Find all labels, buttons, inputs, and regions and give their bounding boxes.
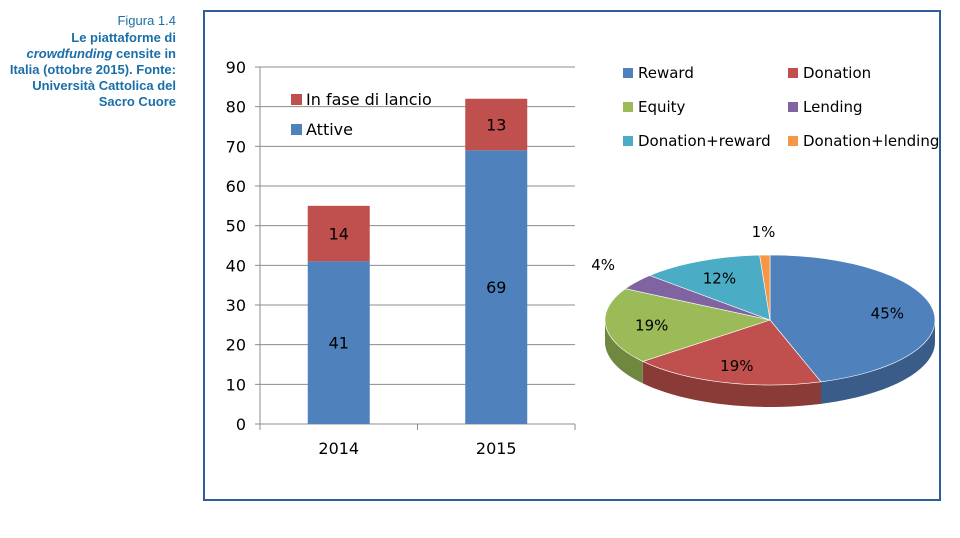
legend-swatch bbox=[788, 68, 798, 78]
pie-label-equity: 19% bbox=[635, 316, 668, 334]
legend-label: Donation+reward bbox=[638, 132, 771, 150]
bar-in-fase-di-lancio-2015 bbox=[465, 98, 528, 151]
y-tick-label: 20 bbox=[226, 336, 246, 355]
legend-swatch bbox=[623, 102, 633, 112]
pie-slice-equity bbox=[604, 288, 772, 362]
legend-swatch bbox=[788, 136, 798, 146]
pie-label-donation-lending: 1% bbox=[752, 223, 776, 241]
y-tick-label: 90 bbox=[226, 58, 246, 77]
bar-value-label: 14 bbox=[329, 225, 349, 244]
bar-attive-2015 bbox=[465, 150, 528, 425]
legend-swatch bbox=[291, 94, 302, 105]
legend-swatch bbox=[623, 136, 633, 146]
y-tick-label: 60 bbox=[226, 177, 246, 196]
pie-slice-donation-reward bbox=[648, 254, 771, 321]
figure-title-italic: crowdfunding bbox=[26, 46, 113, 61]
y-tick-label: 70 bbox=[226, 137, 246, 156]
pie-slice-donation-lending bbox=[759, 254, 771, 321]
chart-canvas: 0 10 20 30 40 50 60 70 80 90 41 14 2014 69 13 2015 In fa… bbox=[226, 58, 940, 458]
x-category-label: 2015 bbox=[476, 439, 517, 458]
bar-value-label: 69 bbox=[486, 278, 506, 297]
legend-label: Lending bbox=[803, 98, 863, 116]
bar-in-fase-di-lancio-2014 bbox=[307, 205, 370, 262]
legend-label: Attive bbox=[306, 120, 353, 139]
y-tick-label: 10 bbox=[226, 375, 246, 394]
figure-label: Figura 1.4 bbox=[117, 13, 176, 28]
bar-value-label: 41 bbox=[329, 334, 349, 353]
legend-label: Equity bbox=[638, 98, 686, 116]
pie-slice-reward bbox=[769, 254, 936, 383]
figure-caption: Figura 1.4 Le piattaforme di crowdfundin… bbox=[0, 12, 176, 110]
pie-side-donation bbox=[642, 361, 821, 407]
bar-value-label: 13 bbox=[486, 116, 506, 135]
figure-title-part1: Le piattaforme di bbox=[71, 30, 176, 45]
x-category-label: 2014 bbox=[318, 439, 359, 458]
pie-chart: 45% 19% 19% 4% 12% 1% Reward Donation Equity Lend… bbox=[591, 64, 939, 407]
pie-side-equity bbox=[605, 320, 643, 384]
figure-title-part2: censite in Italia (ottobre 2015). Fonte:… bbox=[9, 46, 176, 109]
bar-chart: 0 10 20 30 40 50 60 70 80 90 41 14 2014 69 13 2015 In fa… bbox=[226, 58, 576, 458]
pie-label-donation: 19% bbox=[720, 357, 753, 375]
bar-attive-2014 bbox=[307, 261, 370, 424]
chart-frame: 0 10 20 30 40 50 60 70 80 90 41 14 2014 69 13 2015 In fa… bbox=[203, 10, 941, 501]
legend-label: Reward bbox=[638, 64, 694, 82]
legend-swatch bbox=[291, 124, 302, 135]
pie-label-reward: 45% bbox=[871, 305, 904, 323]
legend-label: In fase di lancio bbox=[306, 90, 432, 109]
pie-label-donation-reward: 12% bbox=[703, 270, 736, 288]
figure-title: Le piattaforme di crowdfunding censite i… bbox=[0, 30, 176, 110]
legend-swatch bbox=[623, 68, 633, 78]
pie-side-reward bbox=[820, 320, 935, 404]
y-tick-label: 0 bbox=[236, 415, 246, 434]
legend-swatch bbox=[788, 102, 798, 112]
y-tick-label: 30 bbox=[226, 296, 246, 315]
y-tick-label: 80 bbox=[226, 98, 246, 117]
y-tick-label: 40 bbox=[226, 256, 246, 275]
pie-slice-donation bbox=[642, 319, 822, 386]
y-tick-label: 50 bbox=[226, 217, 246, 236]
pie-label-lending: 4% bbox=[591, 256, 615, 274]
legend-label: Donation bbox=[803, 64, 871, 82]
legend-label: Donation+lending bbox=[803, 132, 939, 150]
